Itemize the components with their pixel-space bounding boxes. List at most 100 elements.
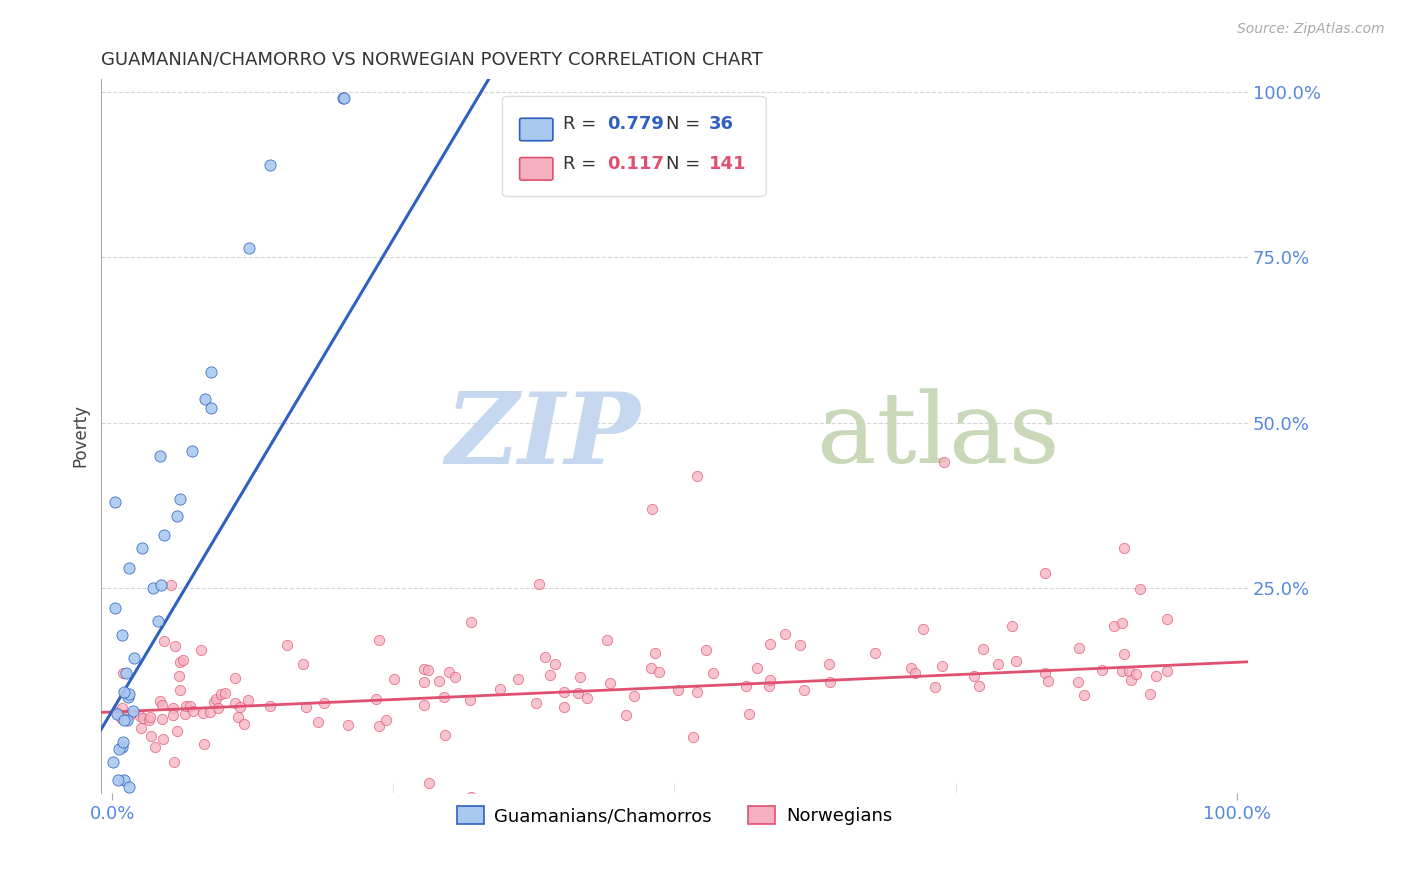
Point <box>214 686 236 700</box>
Point <box>107 742 129 756</box>
Point <box>209 687 232 701</box>
Point <box>104 601 127 615</box>
Point <box>793 683 815 698</box>
Point <box>1091 664 1114 678</box>
Point <box>1121 673 1143 687</box>
Point <box>413 698 436 712</box>
Point <box>735 679 758 693</box>
Point <box>576 690 599 705</box>
Point <box>1125 666 1147 681</box>
Point <box>314 696 336 710</box>
Point <box>332 91 354 105</box>
Point <box>682 731 704 745</box>
Text: R =: R = <box>564 115 602 133</box>
Point <box>193 737 215 751</box>
Point <box>460 789 482 804</box>
Point <box>508 672 530 686</box>
Point <box>121 704 143 718</box>
Text: N =: N = <box>666 115 706 133</box>
Point <box>167 669 190 683</box>
Point <box>382 673 405 687</box>
Point <box>110 711 132 725</box>
Point <box>104 495 127 509</box>
Point <box>236 693 259 707</box>
FancyBboxPatch shape <box>520 119 553 141</box>
Point <box>418 776 440 790</box>
Point <box>567 686 589 700</box>
Point <box>294 700 316 714</box>
Point <box>224 696 246 710</box>
Point <box>1139 687 1161 701</box>
Point <box>190 643 212 657</box>
Point <box>174 706 197 721</box>
Point <box>238 241 260 255</box>
Point <box>107 773 129 788</box>
Point <box>131 541 153 556</box>
Point <box>553 684 575 698</box>
Point <box>533 649 555 664</box>
Text: N =: N = <box>666 155 706 173</box>
Point <box>987 657 1010 672</box>
Point <box>963 669 986 683</box>
Legend: Guamanians/Chamorros, Norwegians: Guamanians/Chamorros, Norwegians <box>447 797 901 834</box>
Point <box>553 699 575 714</box>
Point <box>111 627 134 641</box>
Point <box>332 91 354 105</box>
Point <box>165 639 187 653</box>
Point <box>412 675 434 690</box>
Point <box>118 561 141 575</box>
Point <box>120 708 142 723</box>
Point <box>118 688 141 702</box>
Point <box>146 614 169 628</box>
Point <box>132 711 155 725</box>
Point <box>1144 669 1167 683</box>
Point <box>129 721 152 735</box>
Point <box>789 638 811 652</box>
Point <box>817 657 839 672</box>
Point <box>169 491 191 506</box>
Point <box>434 728 457 742</box>
Point <box>200 365 222 379</box>
Point <box>543 657 565 671</box>
Point <box>112 713 135 727</box>
FancyBboxPatch shape <box>520 158 553 180</box>
Point <box>1156 664 1178 678</box>
Point <box>1114 541 1136 556</box>
Point <box>433 690 456 704</box>
Point <box>1033 566 1056 580</box>
Point <box>368 719 391 733</box>
Point <box>1111 616 1133 631</box>
Point <box>623 689 645 703</box>
Point <box>200 401 222 415</box>
Point <box>259 698 281 713</box>
Point <box>1118 664 1140 678</box>
Point <box>1066 674 1088 689</box>
Point <box>142 581 165 595</box>
Point <box>972 642 994 657</box>
Point <box>138 713 160 727</box>
Point <box>129 709 152 723</box>
Point <box>162 700 184 714</box>
Point <box>900 661 922 675</box>
Point <box>524 697 547 711</box>
Text: R =: R = <box>564 155 607 173</box>
Point <box>1129 582 1152 597</box>
Text: atlas: atlas <box>817 388 1060 483</box>
Point <box>489 681 512 696</box>
Point <box>101 755 124 769</box>
Point <box>111 739 134 754</box>
Point <box>150 698 173 712</box>
Point <box>115 713 138 727</box>
Point <box>747 661 769 675</box>
Point <box>259 158 281 172</box>
Point <box>172 653 194 667</box>
Point <box>364 692 387 706</box>
Point <box>138 709 160 723</box>
Point <box>640 660 662 674</box>
Point <box>205 692 228 706</box>
Point <box>202 695 225 709</box>
Point <box>527 576 550 591</box>
Point <box>179 698 201 713</box>
Point <box>166 509 188 524</box>
Point <box>174 699 197 714</box>
